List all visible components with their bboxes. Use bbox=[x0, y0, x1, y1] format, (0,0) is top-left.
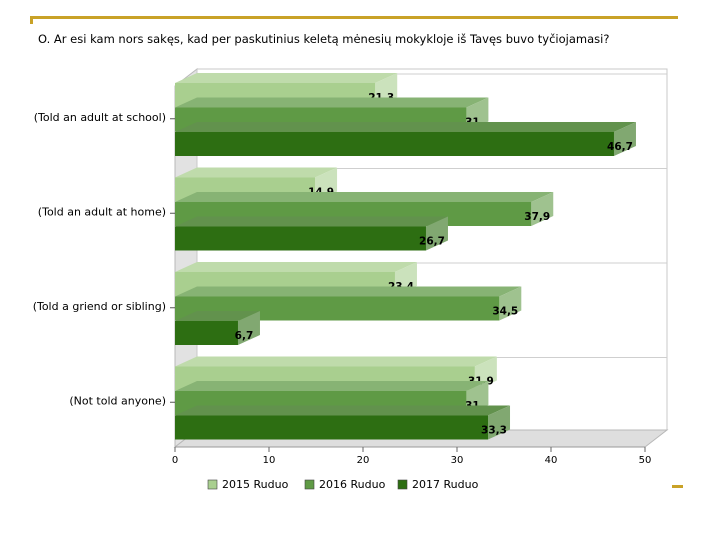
data-label: 6,7 bbox=[235, 330, 254, 342]
x-tick-label: 0 bbox=[172, 455, 178, 466]
bar-top bbox=[175, 122, 636, 132]
bar-side bbox=[237, 311, 260, 345]
category-label: (Not told anyone) bbox=[69, 394, 166, 407]
legend-swatch bbox=[397, 479, 408, 490]
bar-front bbox=[175, 321, 238, 345]
data-label: 33,3 bbox=[481, 425, 507, 437]
data-label: 34,5 bbox=[492, 306, 518, 318]
bar-top bbox=[175, 167, 338, 178]
bar-side bbox=[531, 192, 554, 226]
bar-top bbox=[175, 381, 489, 391]
x-tick-label: 30 bbox=[451, 455, 464, 466]
top-decor-tick bbox=[30, 16, 33, 24]
bar-front bbox=[175, 415, 489, 440]
data-label: 46,7 bbox=[607, 141, 633, 153]
bar-top bbox=[175, 262, 417, 272]
bar-front bbox=[175, 132, 614, 156]
category-label: (Told an adult at school) bbox=[34, 111, 166, 124]
bar-top bbox=[175, 97, 489, 108]
bar-top bbox=[175, 216, 448, 227]
legend-label: 2015 Ruduo bbox=[222, 478, 289, 491]
x-tick-label: 10 bbox=[263, 455, 276, 466]
bar-top bbox=[175, 286, 522, 297]
bar-top bbox=[175, 311, 260, 321]
bar-side bbox=[425, 216, 448, 251]
x-tick-label: 40 bbox=[545, 455, 558, 466]
legend-label: 2017 Ruduo bbox=[412, 478, 479, 491]
top-decor-line bbox=[30, 16, 678, 19]
x-tick-label: 20 bbox=[357, 455, 370, 466]
category-label: (Told an adult at home) bbox=[38, 205, 166, 218]
data-label: 26,7 bbox=[419, 236, 445, 248]
bottom-decor-tick bbox=[672, 485, 683, 488]
bar-top bbox=[175, 405, 511, 416]
bar-top bbox=[175, 192, 554, 202]
data-label: 37,9 bbox=[524, 211, 550, 223]
category-label: (Told a griend or sibling) bbox=[33, 300, 166, 313]
bar-top bbox=[175, 356, 497, 367]
bar-top bbox=[175, 73, 398, 83]
bar-side bbox=[613, 122, 636, 156]
legend-swatch bbox=[207, 479, 218, 490]
legend-label: 2016 Ruduo bbox=[319, 478, 386, 491]
chart-title: O. Ar esi kam nors sakęs, kad per paskut… bbox=[38, 32, 610, 46]
x-tick-label: 50 bbox=[639, 455, 652, 466]
bar-side bbox=[488, 405, 511, 440]
bar-front bbox=[175, 226, 426, 251]
legend-swatch bbox=[304, 479, 315, 490]
bar-side bbox=[499, 286, 522, 321]
